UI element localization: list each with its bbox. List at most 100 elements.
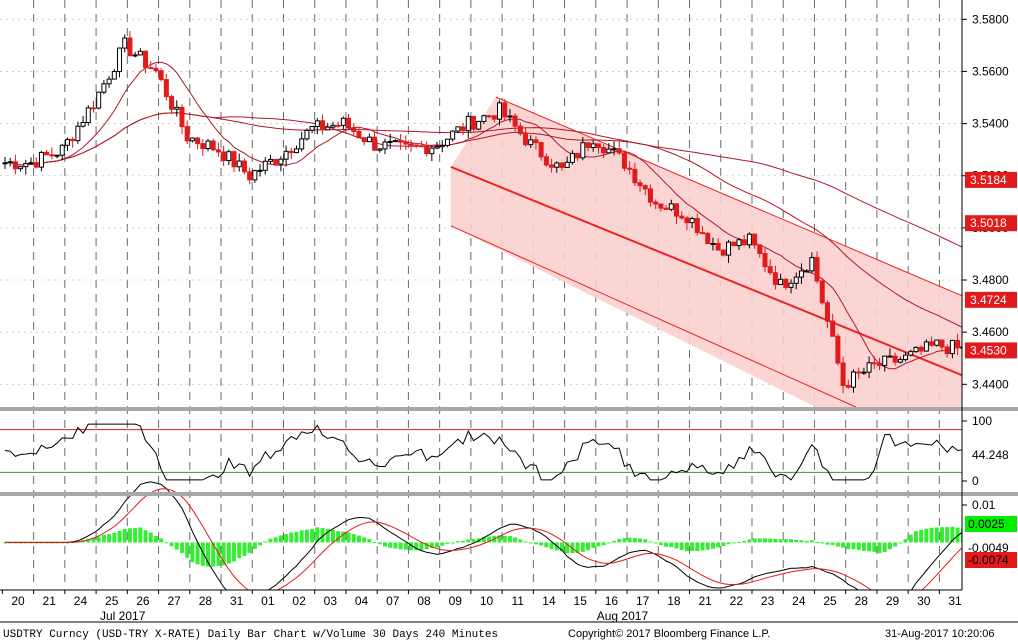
macd-histogram-bar: [107, 534, 112, 543]
candle-body: [163, 79, 169, 98]
candle-body: [616, 148, 622, 154]
macd-histogram-bar: [65, 542, 70, 544]
x-tick-label: 15: [574, 594, 588, 608]
macd-histogram-bar: [861, 542, 866, 551]
candle-body: [210, 140, 216, 151]
macd-histogram-bar: [143, 530, 148, 543]
macd-histogram-bar: [893, 542, 898, 547]
candle-body: [840, 362, 846, 387]
candle-body: [424, 145, 430, 155]
candle-body: [439, 144, 445, 148]
ma-value-badge: [965, 291, 1017, 308]
candle-body: [523, 133, 529, 146]
candle-body: [132, 54, 138, 57]
macd-histogram-bar: [789, 539, 794, 543]
candle-body: [335, 124, 341, 127]
x-tick-label: 20: [11, 594, 25, 608]
macd-histogram-bar: [679, 542, 684, 550]
macd-histogram-bar: [382, 542, 387, 547]
candle-body: [387, 140, 393, 143]
candle-body: [757, 244, 763, 255]
macd-histogram-bar: [882, 542, 887, 553]
candle-body: [455, 126, 461, 132]
x-tick-label: 24: [792, 594, 806, 608]
candle-body: [481, 115, 487, 122]
candle-body: [257, 169, 263, 172]
candle-body: [809, 257, 815, 272]
rsi-tick-label: 0: [972, 474, 979, 488]
macd-histogram-bar: [440, 542, 445, 546]
candle-body: [361, 137, 367, 143]
candle-body: [517, 125, 523, 135]
candle-body: [252, 170, 258, 181]
macd-histogram-bar: [533, 542, 538, 545]
candle-body: [70, 138, 76, 142]
macd-histogram-bar: [450, 542, 455, 544]
ma-value-badge: [965, 215, 1017, 232]
x-tick-label: 29: [886, 594, 900, 608]
macd-histogram-bar: [393, 542, 398, 549]
macd-histogram-bar: [627, 537, 632, 543]
x-tick-label: 31: [948, 594, 962, 608]
macd-histogram-bar: [461, 540, 466, 543]
macd-histogram-bar: [419, 542, 424, 551]
macd-histogram-bar: [622, 538, 627, 543]
candle-body: [44, 151, 50, 156]
candle-body: [273, 158, 279, 165]
ma-value-label: 3.4724: [970, 293, 1007, 307]
candle-body: [658, 203, 664, 209]
candle-body: [320, 120, 326, 131]
macd-histogram-bar: [539, 542, 544, 546]
candle-body: [174, 106, 180, 110]
axis-labels: 3.58003.56003.54003.52003.50003.48003.46…: [1, 12, 1018, 623]
candle-body: [939, 339, 945, 348]
candle-body: [346, 117, 352, 129]
candle-body: [372, 136, 378, 151]
x-tick-label: 28: [855, 594, 869, 608]
candle-body: [710, 242, 716, 245]
macd-histogram-bar: [856, 542, 861, 550]
macd-histogram-bar: [310, 528, 315, 543]
candle-body: [549, 164, 555, 168]
macd-histogram-bar: [586, 542, 591, 551]
channel-lower: [450, 225, 857, 408]
candle-body: [283, 150, 289, 160]
candle-body: [351, 127, 357, 132]
candle-body: [309, 126, 315, 131]
macd-histogram-bar: [752, 538, 757, 543]
candle-body: [903, 354, 909, 361]
candle-body: [64, 138, 70, 146]
candle-body: [798, 270, 804, 278]
candle-body: [28, 162, 34, 165]
candle-body: [205, 140, 211, 150]
candle-body: [929, 341, 935, 346]
macd-histogram-bar: [91, 537, 96, 543]
x-tick-label: 25: [823, 594, 837, 608]
candle-body: [538, 142, 544, 158]
macd-histogram-bar: [934, 527, 939, 543]
x-tick-label: 09: [449, 594, 463, 608]
macd-histogram-bar: [44, 542, 49, 544]
candle-body: [476, 120, 482, 130]
x-tick-label: 07: [386, 594, 400, 608]
candle-body: [850, 371, 856, 388]
candle-body: [169, 96, 175, 110]
candle-body: [606, 148, 612, 154]
macd-histogram-bar: [528, 542, 533, 544]
candle-body: [835, 335, 841, 364]
x-tick-label: 01: [261, 594, 275, 608]
ma-value-label: 3.5184: [970, 173, 1007, 187]
macd-histogram-bar: [372, 542, 377, 544]
macd-histogram-bar: [153, 535, 158, 543]
candle-body: [382, 141, 388, 150]
candle-body: [96, 91, 102, 109]
moving-average-long: [4, 112, 969, 251]
macd-value-badge: [965, 552, 1017, 568]
macd-histogram-bar: [29, 542, 34, 544]
macd-histogram-bar: [513, 537, 518, 543]
macd-histogram-bar: [8, 542, 13, 544]
candle-body: [590, 143, 596, 148]
x-tick-label: 10: [480, 594, 494, 608]
macd-histogram-bar: [414, 542, 419, 551]
macd-histogram-bar: [179, 542, 184, 553]
